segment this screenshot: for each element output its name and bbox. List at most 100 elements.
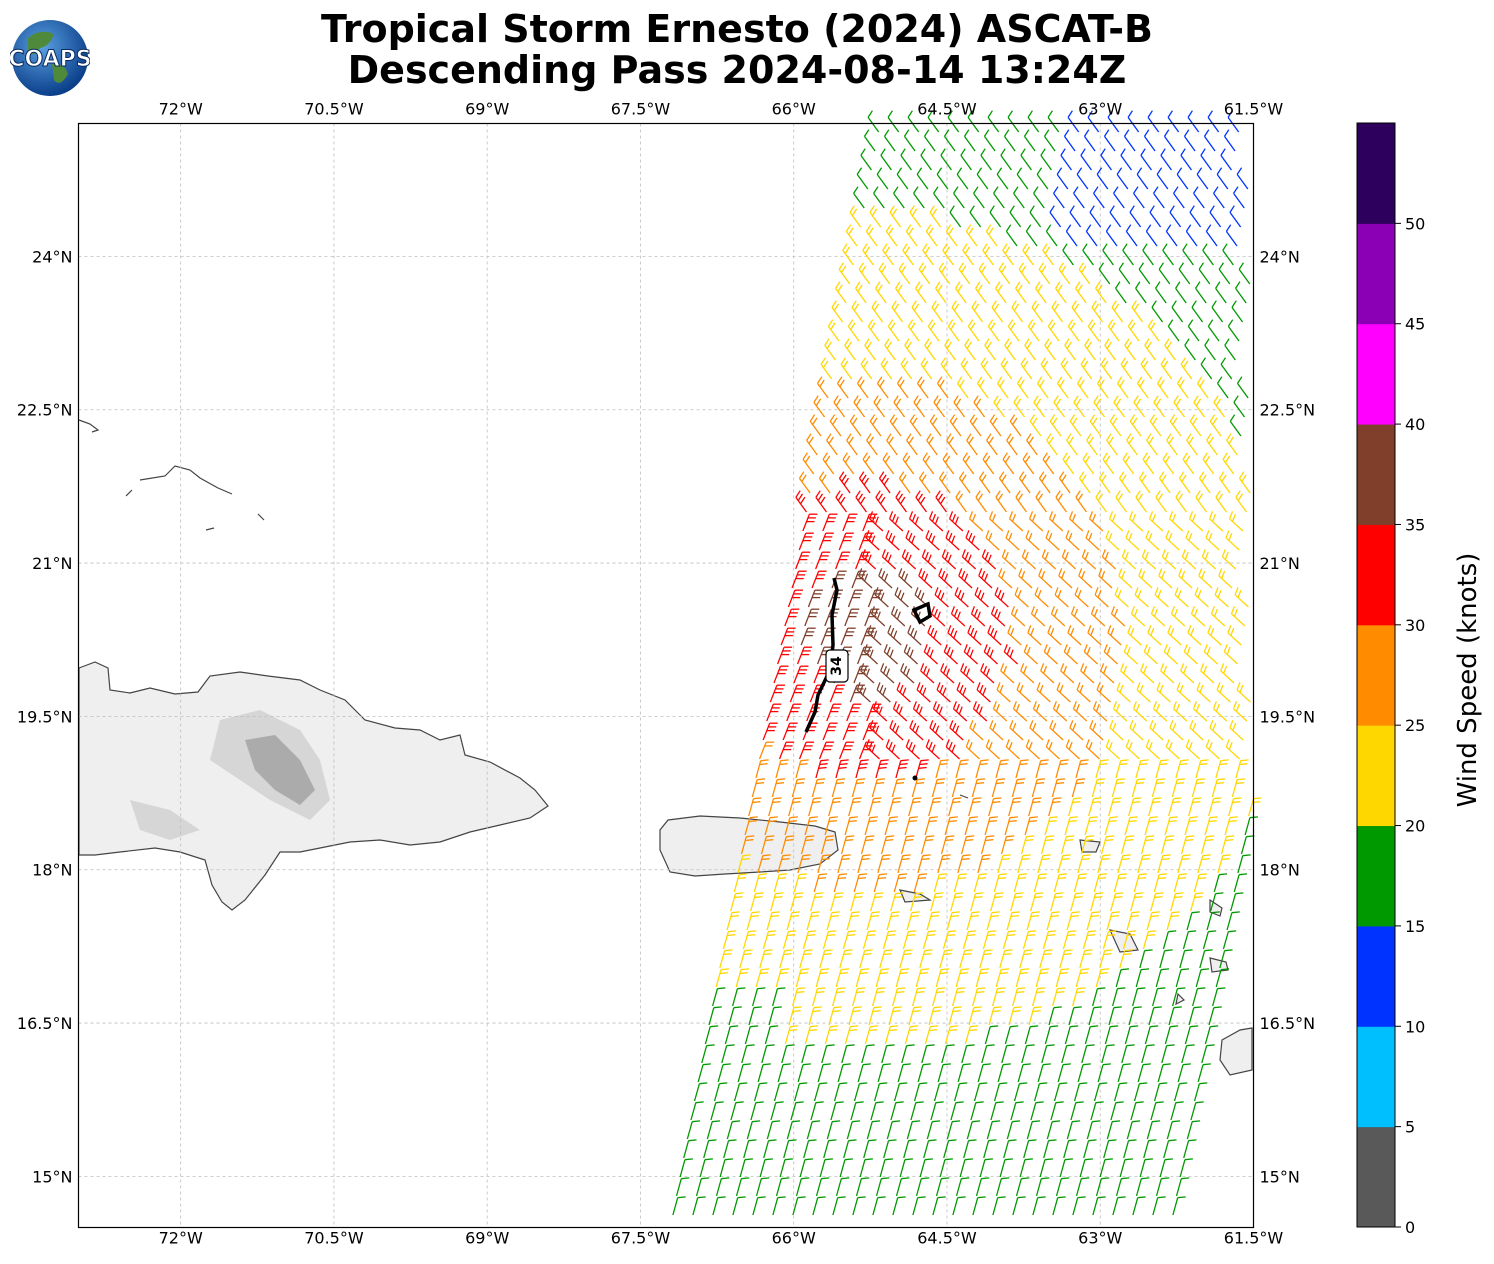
wind-barb-flag	[1126, 646, 1131, 655]
coaps-logo: COAPS	[8, 18, 92, 102]
wind-barb-flag	[1019, 873, 1028, 876]
wind-barb	[980, 155, 992, 171]
wind-barb	[1036, 174, 1049, 190]
wind-barb-flag	[1103, 953, 1112, 956]
wind-barb-flag	[1131, 300, 1137, 308]
wind-barb	[779, 950, 786, 969]
wind-barb-flag	[866, 1044, 875, 1047]
wind-barb-flag	[1185, 530, 1190, 539]
wind-barb-flag	[947, 319, 954, 327]
wind-barb-flag	[936, 991, 945, 994]
wind-barb	[952, 1197, 959, 1216]
wind-barb	[962, 931, 969, 950]
wind-barb-flag	[877, 589, 882, 598]
wind-barb-flag	[780, 968, 790, 971]
wind-barb-flag	[1224, 338, 1230, 346]
wind-barb-flag	[1196, 167, 1203, 175]
wind-barb-flag	[1174, 587, 1179, 596]
wind-barb-flag	[1061, 858, 1070, 861]
wind-barb	[762, 931, 769, 950]
wind-barb-flag	[1029, 205, 1035, 213]
wind-barb	[940, 364, 953, 380]
wind-barb	[1202, 250, 1214, 266]
wind-barb	[1204, 1026, 1211, 1045]
wind-barb-flag	[797, 778, 806, 781]
wind-barb-flag	[1078, 471, 1085, 479]
wind-barb	[878, 478, 891, 494]
wind-barb	[1040, 364, 1053, 380]
wind-barb-flag	[1217, 778, 1226, 781]
wind-barb	[1100, 836, 1107, 855]
wind-barbs	[672, 110, 1262, 1216]
wind-barb-flag	[891, 513, 897, 522]
wind-barb-flag	[983, 644, 988, 653]
wind-barb-flag	[1135, 892, 1144, 895]
wind-barb	[1028, 798, 1035, 817]
wind-barb	[961, 556, 977, 570]
wind-barb-flag	[1171, 513, 1177, 522]
wind-barb-flag	[888, 1139, 897, 1142]
wind-barb-flag	[1099, 763, 1108, 766]
wind-barb-flag	[1100, 357, 1107, 365]
wind-barb	[1155, 288, 1167, 304]
wind-barb-flag	[809, 414, 816, 422]
wind-barb	[796, 646, 805, 665]
wind-barb-flag	[1075, 281, 1081, 289]
wind-barb-flag	[1204, 455, 1211, 463]
wind-barb-flag	[875, 725, 880, 734]
wind-barb-flag	[1081, 858, 1090, 861]
wind-barb	[886, 912, 893, 931]
wind-barb	[740, 836, 747, 855]
wind-barb-flag	[1036, 991, 1045, 994]
wind-barb-flag	[955, 892, 964, 895]
wind-barb-flag	[1194, 896, 1203, 899]
wind-barb	[1043, 651, 1059, 665]
wind-barb	[920, 155, 932, 171]
wind-barb-flag	[898, 568, 903, 577]
wind-barb-flag	[1166, 835, 1175, 838]
wind-barb	[926, 912, 933, 931]
wind-barb-flag	[1206, 1044, 1215, 1047]
wind-barb	[985, 746, 1000, 760]
wind-barb-flag	[965, 224, 972, 232]
wind-barb-flag	[934, 587, 939, 596]
wind-barb-flag	[739, 1082, 748, 1085]
wind-barb-flag	[911, 744, 916, 753]
wind-barb-flag	[860, 265, 867, 273]
wind-barb-flag	[692, 1120, 701, 1123]
wind-barb-flag	[1008, 741, 1013, 750]
wind-barb	[1007, 117, 1020, 133]
wind-barb	[953, 193, 965, 209]
wind-barb	[906, 912, 913, 931]
wind-barb	[991, 779, 998, 798]
wind-barb-flag	[1190, 1025, 1199, 1028]
wind-barb-flag	[909, 816, 918, 819]
wind-barb-flag	[902, 687, 907, 696]
wind-barb	[947, 117, 960, 133]
wind-barb-flag	[1207, 110, 1213, 118]
wind-barb	[844, 817, 851, 836]
wind-barb-flag	[818, 766, 827, 769]
wind-barb-flag	[1100, 968, 1110, 971]
wind-barb	[1200, 836, 1207, 855]
wind-barb-flag	[677, 1196, 686, 1199]
wind-barb-flag	[923, 573, 929, 582]
wind-barb-flag	[1006, 646, 1011, 655]
wind-barb-flag	[1106, 835, 1115, 838]
wind-barb-flag	[942, 687, 947, 696]
wind-barb	[850, 1102, 857, 1121]
wind-barb	[995, 288, 1007, 304]
wind-barb-flag	[1006, 835, 1015, 838]
wind-barb	[849, 421, 862, 437]
wind-barb-flag	[1062, 452, 1068, 460]
wind-barb	[885, 537, 900, 551]
wind-barb	[867, 117, 880, 133]
wind-barb-flag	[740, 968, 750, 971]
wind-barb-flag	[1215, 892, 1224, 895]
wind-barb-flag	[975, 281, 981, 289]
wind-barb	[993, 402, 1006, 418]
wind-barb-flag	[895, 490, 901, 498]
wind-barb	[806, 440, 818, 456]
wind-barb-flag	[925, 668, 931, 677]
wind-barb	[1140, 155, 1152, 171]
